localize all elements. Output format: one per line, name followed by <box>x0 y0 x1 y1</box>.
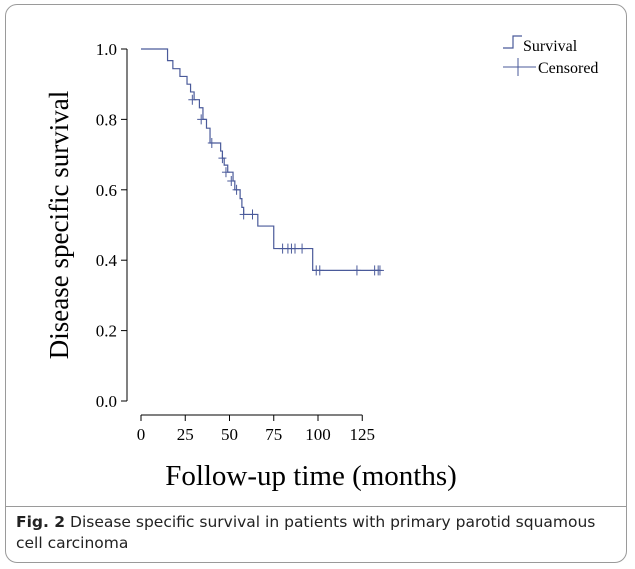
y-tick-label: 0.0 <box>96 392 117 411</box>
x-tick-label: 0 <box>137 425 146 444</box>
censored-marker <box>315 265 324 276</box>
y-tick-label: 0.4 <box>96 251 118 270</box>
censored-marker <box>290 243 299 254</box>
x-tick-label: 100 <box>305 425 331 444</box>
censored-marker <box>221 167 230 178</box>
censored-marker <box>232 184 241 195</box>
legend-survival-swatch <box>503 35 522 49</box>
censored-marker <box>227 176 236 186</box>
chart-legend: Survival Censored <box>503 35 598 77</box>
x-tick-label: 50 <box>221 425 238 444</box>
survival-chart: 0.0 0.2 0.4 0.6 0.8 1.0 0 25 50 75 100 125 Disease … <box>44 35 598 492</box>
legend-censored-label: Censored <box>538 60 598 77</box>
censored-marker <box>248 209 257 220</box>
y-tick-label: 0.8 <box>96 110 117 129</box>
censored-marker <box>352 265 361 276</box>
y-tick-label: 1.0 <box>96 40 117 59</box>
chart-axes: 0.0 0.2 0.4 0.6 0.8 1.0 0 25 50 75 100 125 <box>96 40 375 444</box>
x-axis-label: Follow-up time (months) <box>165 460 457 492</box>
y-axis-label: Disease specific survival <box>44 91 74 359</box>
caption-text: Disease specific survival in patients wi… <box>16 513 596 552</box>
figure-caption: Fig. 2 Disease specific survival in pati… <box>16 512 616 554</box>
x-tick-label: 25 <box>177 425 194 444</box>
censored-marker <box>218 153 227 164</box>
censored-marker <box>207 137 216 148</box>
survival-step-curve <box>141 48 380 272</box>
censored-marker <box>298 243 307 254</box>
chart-marks <box>141 48 384 276</box>
x-tick-label: 125 <box>350 425 376 444</box>
censored-marker <box>375 265 384 276</box>
legend-survival-label: Survival <box>523 38 578 55</box>
figure-label: Fig. 2 <box>16 513 66 531</box>
caption-divider <box>6 506 626 507</box>
figure-frame: 0.0 0.2 0.4 0.6 0.8 1.0 0 25 50 75 100 125 Disease … <box>5 4 627 563</box>
censored-marker <box>188 94 197 105</box>
y-tick-label: 0.6 <box>96 181 117 200</box>
censored-marker <box>197 114 206 125</box>
x-tick-label: 75 <box>265 425 282 444</box>
censored-marker <box>239 209 248 220</box>
y-tick-label: 0.2 <box>96 322 117 341</box>
